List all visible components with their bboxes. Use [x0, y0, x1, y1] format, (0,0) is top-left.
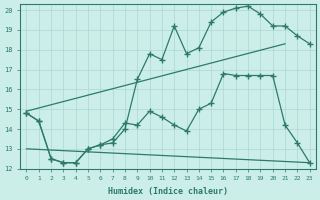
- X-axis label: Humidex (Indice chaleur): Humidex (Indice chaleur): [108, 187, 228, 196]
